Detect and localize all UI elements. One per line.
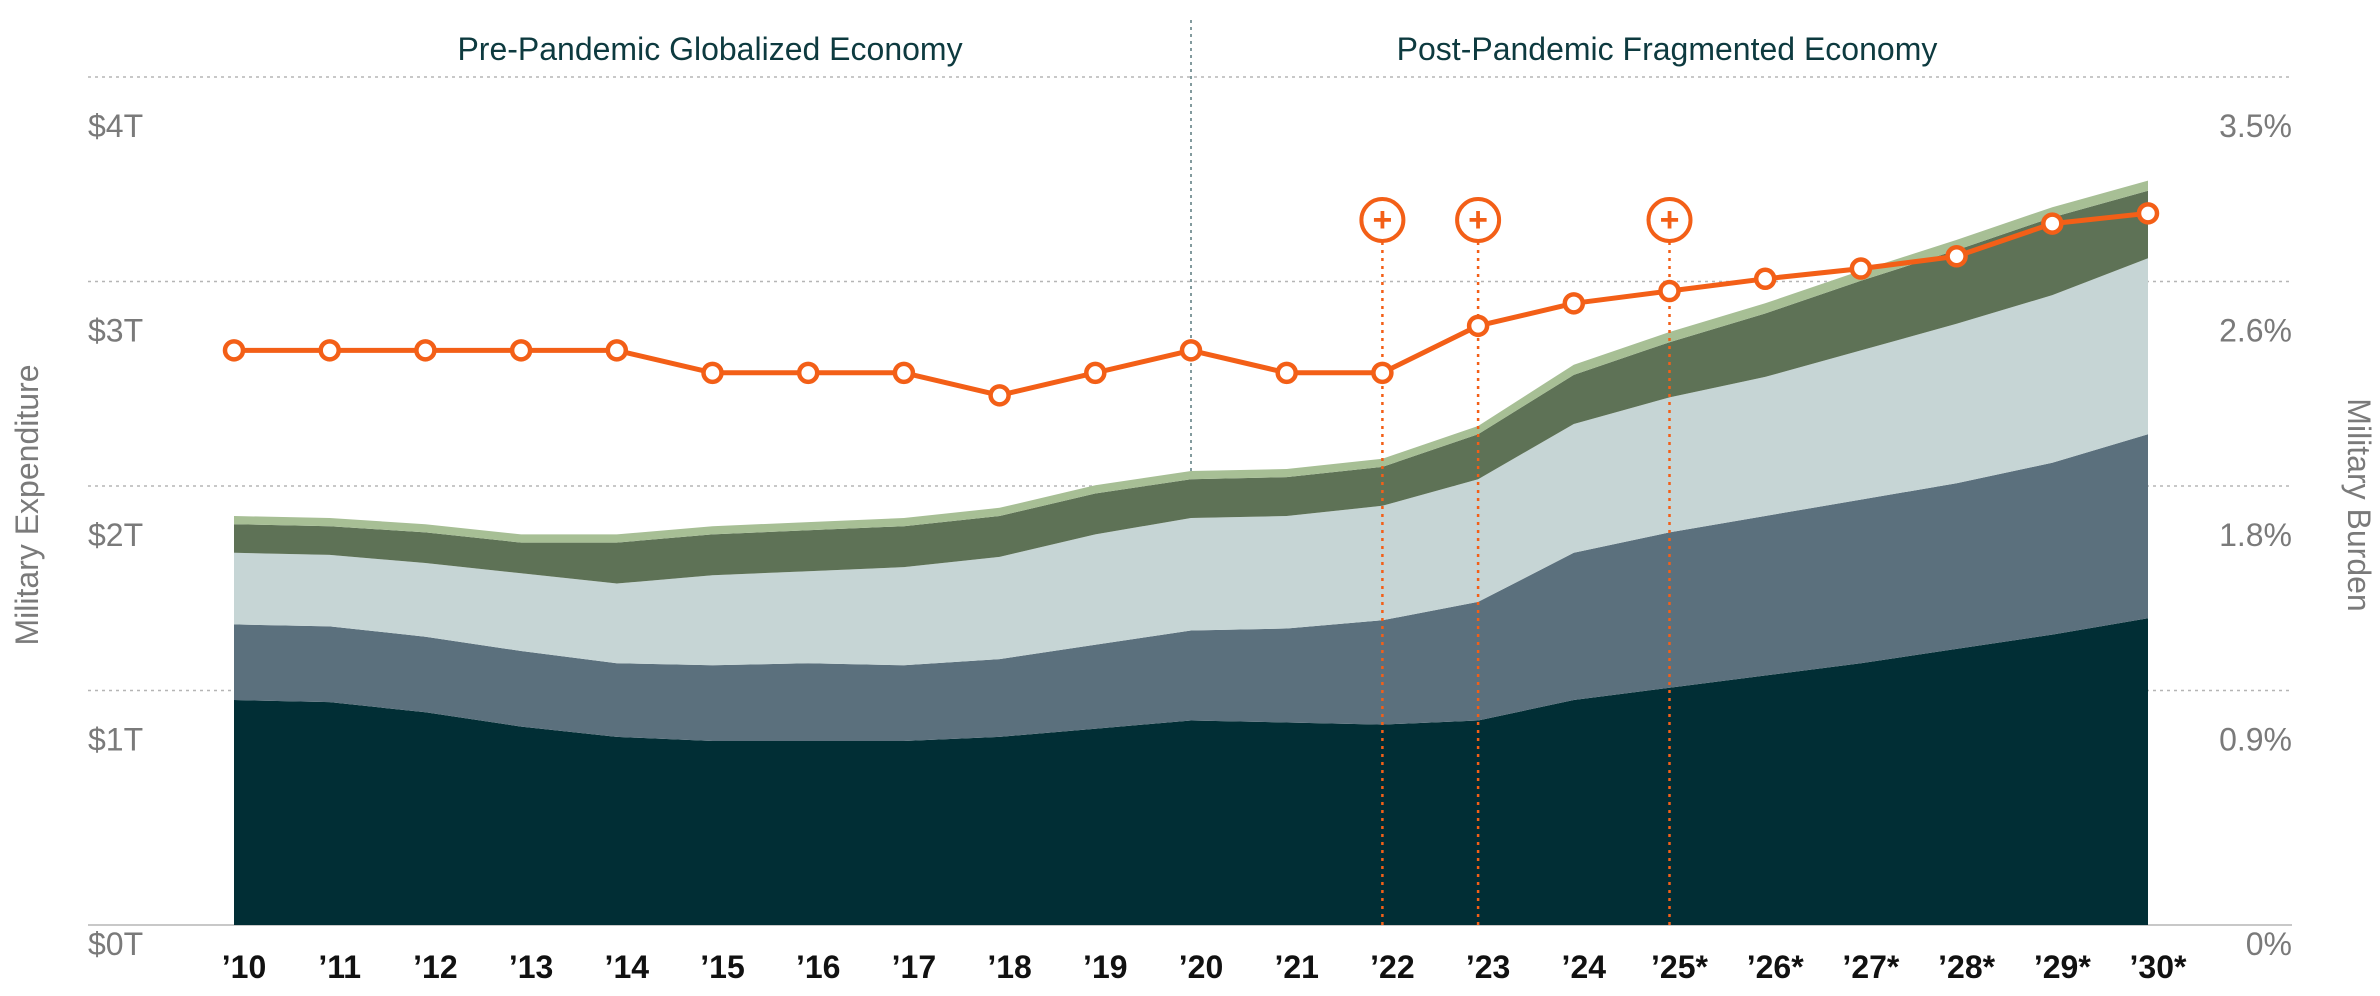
left-tick-label: $2T	[88, 517, 143, 553]
burden-point	[414, 339, 437, 362]
x-tick-label: ’16	[796, 949, 840, 985]
x-tick-label: ’29*	[2034, 949, 2091, 985]
burden-point	[318, 339, 341, 362]
burden-point	[892, 361, 916, 385]
right-tick-label: 0.9%	[2219, 722, 2292, 758]
left-tick-label: $3T	[88, 313, 143, 349]
region-label-post: Post-Pandemic Fragmented Economy	[1397, 31, 1938, 67]
x-tick-label: ’27*	[1842, 949, 1899, 985]
x-tick-label: ’28*	[1938, 949, 1995, 985]
burden-point	[2041, 212, 2064, 235]
plus-icon: +	[1660, 201, 1680, 239]
burden-point	[1275, 361, 1298, 385]
burden-point	[796, 361, 820, 385]
right-axis-title: Military Burden	[2341, 398, 2377, 611]
x-tick-label: ’12	[413, 949, 457, 985]
x-tick-label: ’30*	[2130, 949, 2187, 985]
burden-point	[2136, 202, 2160, 225]
burden-point	[1371, 361, 1394, 385]
burden-point	[1179, 339, 1203, 362]
x-tick-label: ’24	[1562, 949, 1607, 985]
burden-point	[1945, 245, 1968, 268]
plus-icon: +	[1372, 201, 1392, 239]
x-tick-label: ’22	[1370, 949, 1414, 985]
area-series-2	[234, 434, 2148, 741]
x-tick-label: ’13	[509, 949, 553, 985]
burden-point	[1466, 314, 1490, 338]
burden-point	[509, 339, 533, 362]
x-tick-label: ’19	[1083, 949, 1127, 985]
region-label-pre: Pre-Pandemic Globalized Economy	[457, 31, 962, 67]
x-tick-label: ’25*	[1651, 949, 1708, 985]
area-series-3	[234, 258, 2148, 666]
x-tick-label: ’23	[1466, 949, 1510, 985]
right-tick-label: 2.6%	[2219, 313, 2292, 349]
x-tick-label: ’20	[1179, 949, 1223, 985]
right-tick-label: 3.5%	[2219, 108, 2292, 144]
labels: Pre-Pandemic Globalized Economy Post-Pan…	[9, 31, 2377, 985]
plus-icon: +	[1468, 201, 1488, 239]
burden-point	[1849, 257, 1873, 280]
right-tick-label: 0%	[2246, 926, 2292, 962]
stacked-areas	[234, 180, 2148, 925]
right-tick-label: 1.8%	[2219, 517, 2292, 553]
event-markers: + + +	[1359, 197, 1693, 925]
x-tick-label: ’26*	[1747, 949, 1804, 985]
x-tick-label: ’17	[892, 949, 936, 985]
burden-line-layer	[222, 202, 2160, 407]
plus-circle-icon	[1455, 197, 1502, 243]
area-series-4	[234, 190, 2148, 584]
left-tick-label: $1T	[88, 722, 143, 758]
plus-circle-icon	[1359, 197, 1406, 243]
burden-point	[1562, 292, 1586, 315]
burden-point	[222, 339, 246, 362]
x-tick-label: ’14	[605, 949, 650, 985]
x-tick-label: ’11	[318, 949, 361, 985]
x-tick-label: ’15	[700, 949, 744, 985]
burden-point	[1084, 361, 1107, 385]
burden-point	[701, 361, 724, 385]
left-axis-title: Military Expenditure	[9, 365, 45, 646]
x-tick-label: ’21	[1274, 949, 1318, 985]
burden-point	[1658, 279, 1681, 303]
left-tick-label: $4T	[88, 108, 143, 144]
burden-point	[1753, 267, 1777, 291]
plus-circle-icon	[1646, 197, 1693, 243]
x-tick-label: ’18	[987, 949, 1031, 985]
x-tick-label: ’10	[222, 949, 266, 985]
left-tick-label: $0T	[88, 926, 143, 962]
burden-point	[605, 339, 629, 362]
area-series-1	[234, 618, 2148, 925]
burden-point	[988, 384, 1011, 407]
